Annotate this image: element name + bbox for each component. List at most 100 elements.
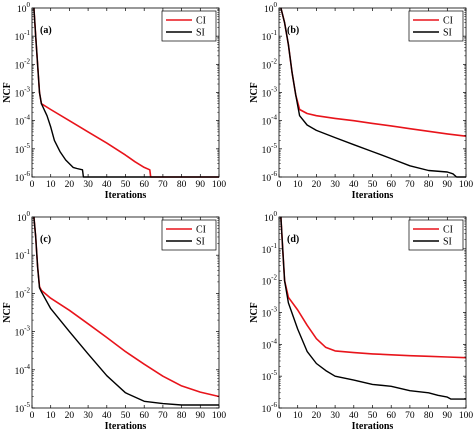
x-tick-label: 70: [158, 411, 168, 421]
x-tick-label: 50: [368, 411, 378, 421]
x-tick-label: 20: [65, 180, 75, 190]
x-tick-label: 10: [46, 180, 56, 190]
x-tick-label: 40: [102, 411, 112, 421]
x-tick-label: 40: [349, 411, 359, 421]
x-tick-label: 40: [349, 180, 359, 190]
y-tick-label: 10-6: [262, 170, 278, 184]
legend-label-si: SI: [443, 237, 452, 248]
y-tick-label: 10-4: [262, 337, 278, 351]
y-tick-label: 10-5: [15, 142, 31, 156]
y-tick-label: 10-2: [15, 286, 31, 300]
x-axis-label: Iterations: [105, 421, 147, 432]
x-axis-label: Iterations: [352, 421, 394, 432]
x-tick-label: 100: [212, 411, 227, 421]
x-tick-label: 0: [277, 411, 282, 421]
y-tick-label: 10-4: [262, 114, 278, 128]
x-tick-label: 10: [46, 411, 56, 421]
x-axis-label: Iterations: [105, 190, 147, 201]
panel-label: (a): [40, 25, 52, 36]
series-line-si: [280, 216, 466, 400]
x-tick-label: 50: [121, 411, 131, 421]
x-tick-label: 60: [386, 411, 396, 421]
legend-label-si: SI: [196, 28, 205, 39]
x-tick-label: 80: [424, 411, 434, 421]
x-tick-label: 70: [405, 180, 415, 190]
panel-label: (b): [287, 25, 299, 36]
x-tick-label: 80: [424, 180, 434, 190]
chart-panel-2: 0 10 20 30 40 50 60 70 80 90 100 100 10-1 10-2 10-3 10-…: [2, 210, 226, 432]
y-tick-label: 10-4: [15, 363, 31, 377]
y-tick-label: 10-2: [262, 274, 278, 288]
y-tick-label: 10-5: [262, 369, 278, 383]
y-axis-label: NCF: [249, 82, 260, 103]
y-tick-label: 10-2: [262, 57, 278, 71]
x-tick-label: 10: [293, 411, 303, 421]
x-tick-label: 70: [158, 180, 168, 190]
y-tick-label: 10-1: [262, 29, 278, 43]
x-tick-label: 100: [459, 411, 474, 421]
x-tick-label: 0: [30, 180, 35, 190]
y-tick-label: 10-1: [15, 29, 31, 43]
series-line-si: [280, 7, 466, 178]
legend-label-ci: CI: [196, 16, 206, 27]
legend-label-ci: CI: [443, 225, 453, 236]
x-tick-label: 30: [83, 180, 93, 190]
x-tick-label: 60: [139, 411, 149, 421]
y-tick-label: 10-1: [15, 248, 31, 262]
x-tick-label: 20: [312, 411, 322, 421]
y-tick-label: 10-3: [15, 86, 31, 100]
panel-label: (c): [40, 234, 51, 245]
x-tick-label: 90: [443, 411, 453, 421]
x-tick-label: 100: [212, 180, 227, 190]
panel-label: (d): [287, 234, 299, 245]
y-tick-label: 100: [17, 210, 31, 224]
x-tick-label: 40: [102, 180, 112, 190]
x-tick-label: 80: [177, 180, 187, 190]
legend-box: [161, 219, 217, 251]
y-tick-label: 10-6: [15, 170, 31, 184]
y-tick-label: 10-5: [15, 401, 31, 415]
chart-panel-0: 0 10 20 30 40 50 60 70 80 90 100 100 10-1 10-2 10-3 10-…: [2, 1, 226, 201]
x-tick-label: 10: [293, 180, 303, 190]
legend-box: [408, 10, 464, 42]
legend-label-si: SI: [196, 237, 205, 248]
legend-label-ci: CI: [443, 16, 453, 27]
x-axis-label: Iterations: [352, 190, 394, 201]
y-tick-label: 10-6: [262, 401, 278, 415]
y-axis-label: NCF: [2, 302, 13, 323]
legend-box: [161, 10, 217, 42]
x-tick-label: 90: [196, 180, 206, 190]
x-tick-label: 20: [65, 411, 75, 421]
y-tick-label: 10-4: [15, 114, 31, 128]
x-tick-label: 90: [196, 411, 206, 421]
series-line-si: [33, 7, 219, 178]
y-tick-label: 10-1: [262, 242, 278, 256]
x-tick-label: 70: [405, 411, 415, 421]
chart-panel-1: 0 10 20 30 40 50 60 70 80 90 100 100 10-1 10-2 10-3 10-…: [249, 1, 473, 201]
legend-label-si: SI: [443, 28, 452, 39]
y-axis-label: NCF: [249, 302, 260, 323]
x-tick-label: 20: [312, 180, 322, 190]
x-tick-label: 60: [386, 180, 396, 190]
x-tick-label: 30: [83, 411, 93, 421]
x-tick-label: 50: [121, 180, 131, 190]
y-tick-label: 10-3: [15, 325, 31, 339]
series-line-si: [33, 216, 219, 406]
legend-label-ci: CI: [196, 225, 206, 236]
x-tick-label: 50: [368, 180, 378, 190]
y-tick-label: 100: [264, 210, 278, 224]
chart-panel-3: 0 10 20 30 40 50 60 70 80 90 100 100 10-1 10-2 10-3 10-…: [249, 210, 473, 432]
x-tick-label: 100: [459, 180, 474, 190]
y-tick-label: 100: [17, 1, 31, 15]
y-tick-label: 10-5: [262, 142, 278, 156]
x-tick-label: 90: [443, 180, 453, 190]
legend-box: [408, 219, 464, 251]
x-tick-label: 30: [330, 180, 340, 190]
y-tick-label: 10-3: [262, 86, 278, 100]
y-tick-label: 10-3: [262, 306, 278, 320]
